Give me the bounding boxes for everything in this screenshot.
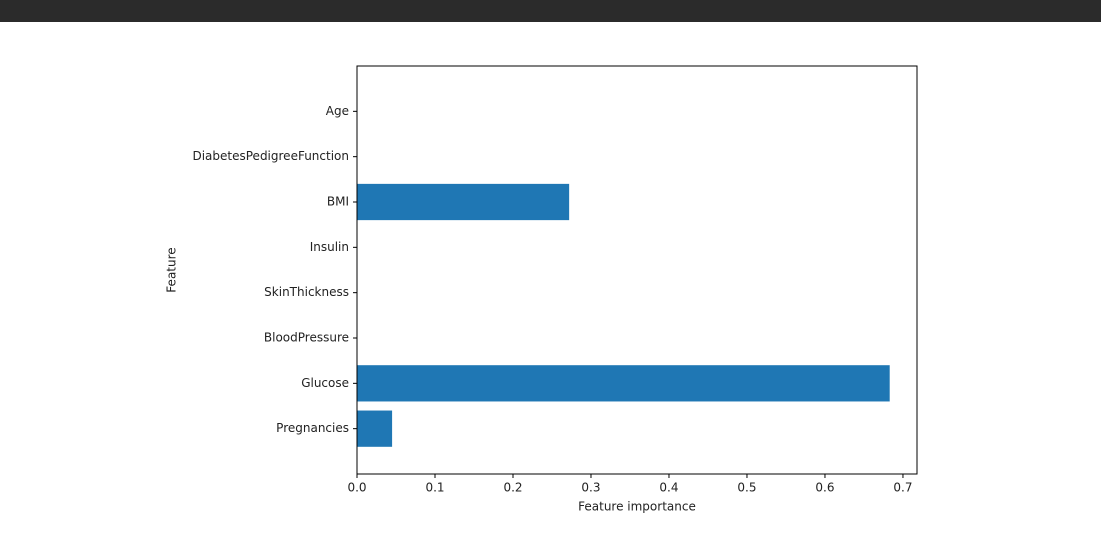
x-tick-label: 0.7 — [893, 481, 912, 495]
y-tick-label: BloodPressure — [264, 331, 349, 345]
y-axis-label: Feature — [165, 247, 179, 292]
bar — [357, 410, 393, 447]
x-tick-label: 0.3 — [581, 481, 600, 495]
bar — [357, 365, 890, 402]
y-tick-label: Pregnancies — [276, 421, 349, 435]
x-tick-label: 0.4 — [659, 481, 678, 495]
plot-frame — [356, 65, 918, 475]
y-tick-label: SkinThickness — [264, 285, 349, 299]
y-tick-label: BMI — [327, 195, 349, 209]
bar — [357, 183, 570, 221]
y-tick-label: Glucose — [301, 376, 349, 390]
y-tick-label: Insulin — [310, 240, 349, 254]
x-tick-label: 0.5 — [737, 481, 756, 495]
x-tick-label: 0.2 — [503, 481, 522, 495]
x-tick-label: 0.0 — [347, 481, 366, 495]
y-tick-label: Age — [326, 104, 349, 118]
y-tick-label: DiabetesPedigreeFunction — [192, 149, 349, 163]
x-tick-label: 0.6 — [815, 481, 834, 495]
x-tick-label: 0.1 — [425, 481, 444, 495]
x-axis-label: Feature importance — [578, 500, 696, 514]
top-bar — [0, 0, 1101, 22]
